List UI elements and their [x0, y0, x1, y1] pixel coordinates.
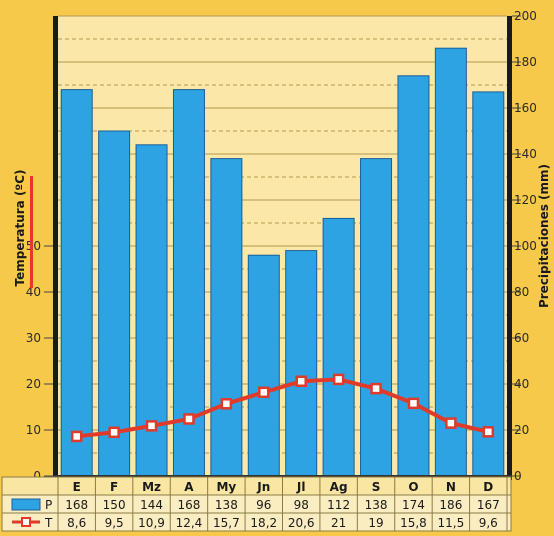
right-tick-label: 40 [514, 377, 529, 391]
precip-bar [210, 158, 243, 477]
temperature-point [258, 386, 270, 399]
precip-value: 98 [294, 498, 309, 512]
right-tick-label: 20 [514, 423, 529, 437]
month-label: D [483, 480, 493, 494]
month-label: O [408, 480, 418, 494]
month-label: Jl [296, 480, 306, 494]
temperature-point [407, 397, 420, 410]
right-tick-label: 160 [514, 101, 537, 115]
temperature-point [332, 373, 345, 386]
precip-value: 168 [178, 498, 201, 512]
precip-bar [434, 47, 467, 477]
precip-value: 96 [256, 498, 271, 512]
left-tick-label: 30 [26, 331, 41, 345]
temperature-point [70, 430, 83, 443]
month-label: E [73, 480, 81, 494]
legend-bar-swatch [11, 498, 41, 511]
right-tick-label: 100 [514, 239, 537, 253]
precip-value: 186 [439, 498, 462, 512]
left-tick-label: 40 [26, 285, 41, 299]
temperature-point [145, 420, 158, 432]
precip-value: 112 [327, 498, 350, 512]
precip-bar [98, 130, 131, 477]
precip-value: 174 [402, 498, 425, 512]
temp-value: 20,6 [288, 516, 315, 530]
temperature-point [108, 426, 120, 439]
precip-value: 168 [65, 498, 88, 512]
precip-bar [172, 89, 205, 477]
precip-bar [60, 89, 93, 477]
temperature-point [295, 375, 307, 387]
right-tick-label: 80 [514, 285, 529, 299]
right-tick-label: 120 [514, 193, 537, 207]
temp-value: 8,6 [67, 516, 86, 530]
temperature-point [445, 417, 457, 429]
precip-value: 167 [477, 498, 500, 512]
right-tick-label: 60 [514, 331, 529, 345]
right-tick-label: 200 [514, 9, 537, 23]
month-label: Mz [142, 480, 161, 494]
left-axis-title-underline [30, 176, 33, 288]
precip-bar [247, 254, 280, 477]
temp-value: 15,7 [213, 516, 240, 530]
temp-value: 21 [331, 516, 346, 530]
month-label: Jn [256, 480, 270, 494]
right-axis-bar [507, 16, 512, 480]
temp-value: 18,2 [250, 516, 277, 530]
month-label: My [216, 480, 236, 494]
precip-bar [360, 158, 393, 477]
legend-line-marker [21, 517, 31, 527]
left-axis-bar [53, 16, 58, 480]
month-label: Ag [330, 480, 348, 494]
left-tick-label: 10 [26, 423, 41, 437]
precip-bar [285, 250, 318, 477]
precip-value: 144 [140, 498, 163, 512]
temperature-point [482, 426, 495, 438]
temperature-point [220, 398, 233, 410]
temp-value: 15,8 [400, 516, 427, 530]
precip-bar [397, 75, 430, 477]
right-tick-label: 0 [514, 469, 522, 483]
left-tick-label: 20 [26, 377, 41, 391]
right-tick-label: 140 [514, 147, 537, 161]
precip-value: 138 [215, 498, 238, 512]
month-label: N [446, 480, 456, 494]
month-label: A [184, 480, 194, 494]
legend-label-t: T [44, 516, 53, 530]
precip-value: 138 [365, 498, 388, 512]
right-tick-label: 180 [514, 55, 537, 69]
left-axis-title: Temperatura (ºC) [13, 170, 27, 287]
temperature-line [76, 377, 489, 439]
temp-value: 9,5 [105, 516, 124, 530]
temp-value: 10,9 [138, 516, 165, 530]
temp-value: 12,4 [176, 516, 203, 530]
precip-bar [322, 217, 355, 477]
temp-row [1, 512, 512, 532]
left-tick-label: 50 [26, 239, 41, 253]
temp-value: 19 [368, 516, 383, 530]
month-label: F [110, 480, 118, 494]
temperature-point [183, 413, 195, 425]
temp-value: 11,5 [438, 516, 465, 530]
temp-value: 9,6 [479, 516, 498, 530]
left-tick-label: 0 [33, 469, 41, 483]
precip-value: 150 [103, 498, 126, 512]
right-axis-title: Precipitaciones (mm) [537, 164, 551, 308]
precip-bar [472, 91, 505, 477]
temperature-point [370, 382, 382, 395]
month-label: S [372, 480, 381, 494]
legend-label-p: P [45, 498, 52, 512]
